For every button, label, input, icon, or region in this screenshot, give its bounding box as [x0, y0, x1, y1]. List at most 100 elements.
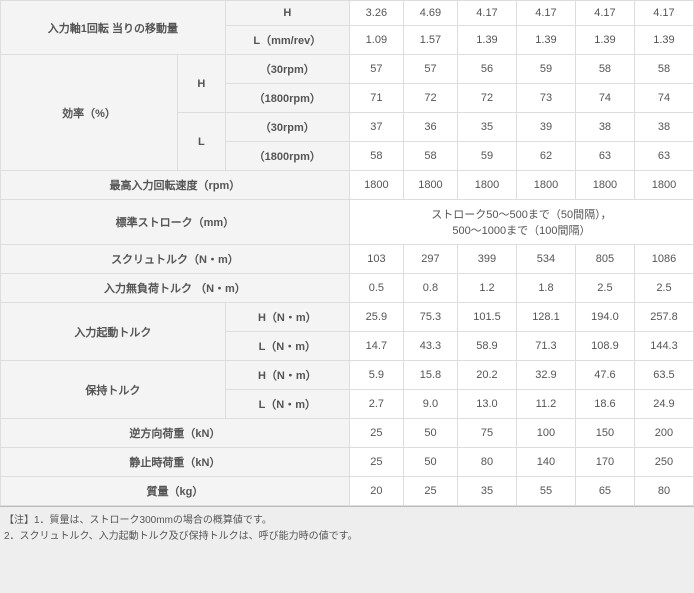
label-L-mmrev: L（mm/rev） [225, 26, 349, 55]
table-row: 効率（%） H （30rpm） 57 57 56 59 58 58 [1, 55, 694, 84]
cell: 13.0 [457, 390, 516, 419]
cell: 58.9 [457, 332, 516, 361]
cell: 4.69 [403, 1, 457, 26]
cell: 18.6 [575, 390, 634, 419]
cell: 58 [634, 55, 693, 84]
cell: 103 [349, 245, 403, 274]
cell: 47.6 [575, 361, 634, 390]
table-row: 入力起動トルク H（N・m） 25.9 75.3 101.5 128.1 194… [1, 303, 694, 332]
cell: 9.0 [403, 390, 457, 419]
label-travel-per-rev: 入力軸1回転 当りの移動量 [1, 1, 226, 55]
cell: 57 [349, 55, 403, 84]
cell: 1.39 [575, 26, 634, 55]
cell: 20 [349, 477, 403, 506]
label-L-Nm: L（N・m） [225, 332, 349, 361]
cell: 20.2 [457, 361, 516, 390]
cell: 4.17 [634, 1, 693, 26]
table-row: 保持トルク H（N・m） 5.9 15.8 20.2 32.9 47.6 63.… [1, 361, 694, 390]
label-L-eff: L [177, 113, 225, 171]
table-row: 質量（kg） 20 25 35 55 65 80 [1, 477, 694, 506]
cell: 74 [575, 84, 634, 113]
cell: 805 [575, 245, 634, 274]
cell: 5.9 [349, 361, 403, 390]
cell: 250 [634, 448, 693, 477]
cell: 63.5 [634, 361, 693, 390]
cell: 65 [575, 477, 634, 506]
cell: 1.2 [457, 274, 516, 303]
cell: 71.3 [516, 332, 575, 361]
footnote-2: 2．スクリュトルク、入力起動トルク及び保持トルクは、呼び能力時の値です。 [4, 531, 358, 542]
cell: 2.5 [634, 274, 693, 303]
cell: 257.8 [634, 303, 693, 332]
label-start-torque: 入力起動トルク [1, 303, 226, 361]
label-H-eff: H [177, 55, 225, 113]
cell: 1.57 [403, 26, 457, 55]
cell: 37 [349, 113, 403, 142]
label-static-load: 静止時荷重（kN） [1, 448, 350, 477]
spec-table: 入力軸1回転 当りの移動量 H 3.26 4.69 4.17 4.17 4.17… [0, 0, 694, 506]
cell: 15.8 [403, 361, 457, 390]
table-row: 標準ストローク（mm） ストローク50～500まで（50間隔）， 500～100… [1, 200, 694, 245]
cell: 38 [575, 113, 634, 142]
cell: 1086 [634, 245, 693, 274]
cell: 63 [634, 142, 693, 171]
cell: 74 [634, 84, 693, 113]
cell: 62 [516, 142, 575, 171]
cell: 1800 [403, 171, 457, 200]
cell: 100 [516, 419, 575, 448]
cell: 108.9 [575, 332, 634, 361]
footnote-1: 【注】1．質量は、ストローク300mmの場合の概算値です。 [4, 515, 272, 526]
cell: 25.9 [349, 303, 403, 332]
std-stroke-note-2: 500～1000まで（100間隔） [452, 225, 590, 237]
cell: 75.3 [403, 303, 457, 332]
cell: 128.1 [516, 303, 575, 332]
table-row: スクリュトルク（N・m） 103 297 399 534 805 1086 [1, 245, 694, 274]
cell: 57 [403, 55, 457, 84]
label-screw-torque: スクリュトルク（N・m） [1, 245, 350, 274]
cell: 297 [403, 245, 457, 274]
cell: 200 [634, 419, 693, 448]
cell: 43.3 [403, 332, 457, 361]
cell: 1.09 [349, 26, 403, 55]
cell: 25 [403, 477, 457, 506]
table-row: 入力無負荷トルク （N・m） 0.5 0.8 1.2 1.8 2.5 2.5 [1, 274, 694, 303]
cell: 399 [457, 245, 516, 274]
cell-std-stroke-note: ストローク50～500まで（50間隔）， 500～1000まで（100間隔） [349, 200, 693, 245]
table-row: 最高入力回転速度（rpm） 1800 1800 1800 1800 1800 1… [1, 171, 694, 200]
cell: 11.2 [516, 390, 575, 419]
cell: 73 [516, 84, 575, 113]
cell: 170 [575, 448, 634, 477]
cell: 63 [575, 142, 634, 171]
label-H: H [225, 1, 349, 26]
cell: 75 [457, 419, 516, 448]
table-row: 静止時荷重（kN） 25 50 80 140 170 250 [1, 448, 694, 477]
cell: 71 [349, 84, 403, 113]
label-holding-torque: 保持トルク [1, 361, 226, 419]
label-1800rpm: （1800rpm） [225, 142, 349, 171]
cell: 534 [516, 245, 575, 274]
label-efficiency: 効率（%） [1, 55, 178, 171]
table-row: 逆方向荷重（kN） 25 50 75 100 150 200 [1, 419, 694, 448]
cell: 35 [457, 477, 516, 506]
label-reverse-load: 逆方向荷重（kN） [1, 419, 350, 448]
cell: 140 [516, 448, 575, 477]
cell: 56 [457, 55, 516, 84]
label-max-input-speed: 最高入力回転速度（rpm） [1, 171, 350, 200]
label-1800rpm: （1800rpm） [225, 84, 349, 113]
cell: 72 [403, 84, 457, 113]
label-no-load-torque: 入力無負荷トルク （N・m） [1, 274, 350, 303]
cell: 35 [457, 113, 516, 142]
cell: 80 [457, 448, 516, 477]
cell: 24.9 [634, 390, 693, 419]
cell: 2.5 [575, 274, 634, 303]
cell: 50 [403, 448, 457, 477]
cell: 36 [403, 113, 457, 142]
cell: 58 [403, 142, 457, 171]
cell: 58 [575, 55, 634, 84]
cell: 101.5 [457, 303, 516, 332]
cell: 144.3 [634, 332, 693, 361]
cell: 4.17 [575, 1, 634, 26]
std-stroke-note-1: ストローク50～500まで（50間隔）， [431, 209, 611, 221]
cell: 3.26 [349, 1, 403, 26]
cell: 1800 [634, 171, 693, 200]
